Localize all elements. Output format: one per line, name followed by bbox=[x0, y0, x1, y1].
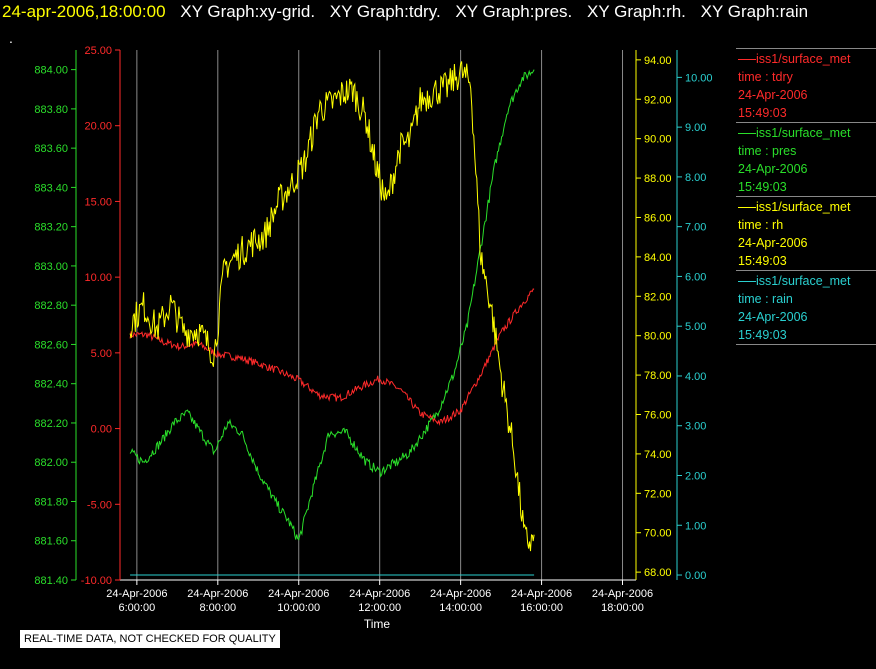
y-tick-label-pres: 883.80 bbox=[34, 104, 68, 116]
y-tick-label-rh: 84.00 bbox=[644, 252, 672, 264]
legend-field: time : tdry bbox=[738, 70, 793, 84]
y-tick-label-rh: 90.00 bbox=[644, 134, 672, 146]
y-tick-label-rain: 4.00 bbox=[685, 371, 706, 383]
graph-title-xy-grid: XY Graph:xy-grid. bbox=[180, 2, 316, 21]
y-tick-label-rh: 88.00 bbox=[644, 173, 672, 185]
y-tick-label-pres: 883.40 bbox=[34, 182, 68, 194]
y-tick-label-tdry: 0.00 bbox=[91, 424, 112, 436]
y-tick-label-rh: 78.00 bbox=[644, 370, 672, 382]
graph-title-rain: XY Graph:rain bbox=[700, 2, 809, 21]
y-tick-label-tdry: -10.00 bbox=[81, 575, 112, 587]
x-axis-title: Time bbox=[363, 617, 391, 631]
y-tick-label-rain: 3.00 bbox=[685, 421, 706, 433]
y-tick-label-pres: 882.00 bbox=[34, 457, 68, 469]
legend-date: 24-Apr-2006 bbox=[738, 162, 808, 176]
y-tick-label-rh: 74.00 bbox=[644, 449, 672, 461]
legend: iss1/surface_met time : tdry 24-Apr-2006… bbox=[736, 48, 876, 345]
legend-field: time : rain bbox=[738, 292, 793, 306]
y-tick-label-pres: 882.20 bbox=[34, 418, 68, 430]
y-tick-label-pres: 881.40 bbox=[34, 575, 68, 587]
y-tick-label-rh: 72.00 bbox=[644, 488, 672, 500]
series-line-rh[interactable] bbox=[129, 61, 535, 552]
y-tick-label-rh: 68.00 bbox=[644, 567, 672, 579]
x-tick-label-time: 8:00:00 bbox=[199, 602, 236, 614]
y-tick-label-rain: 6.00 bbox=[685, 271, 706, 283]
x-tick-label-date: 24-Apr-2006 bbox=[430, 588, 491, 600]
x-tick-label-time: 14:00:00 bbox=[439, 602, 482, 614]
legend-entry-tdry[interactable]: iss1/surface_met time : tdry 24-Apr-2006… bbox=[736, 48, 876, 122]
x-tick-label-time: 6:00:00 bbox=[119, 602, 156, 614]
y-tick-label-rain: 10.00 bbox=[685, 72, 713, 84]
x-tick-label-date: 24-Apr-2006 bbox=[349, 588, 410, 600]
graph-title-pres: XY Graph:pres. bbox=[455, 2, 573, 21]
x-tick-label-date: 24-Apr-2006 bbox=[511, 588, 572, 600]
y-tick-label-rain: 8.00 bbox=[685, 172, 706, 184]
series-line-tdry[interactable] bbox=[129, 288, 535, 427]
y-tick-label-rh: 80.00 bbox=[644, 331, 672, 343]
graph-title-rh: XY Graph:rh. bbox=[587, 2, 686, 21]
y-tick-label-pres: 882.80 bbox=[34, 300, 68, 312]
timestamp: 24-apr-2006,18:00:00 bbox=[2, 2, 166, 21]
y-tick-label-tdry: -5.00 bbox=[87, 499, 112, 511]
x-tick-label-date: 24-Apr-2006 bbox=[187, 588, 248, 600]
legend-time: 15:49:03 bbox=[738, 328, 787, 342]
y-tick-label-rh: 70.00 bbox=[644, 528, 672, 540]
y-tick-label-rh: 82.00 bbox=[644, 291, 672, 303]
y-tick-label-rain: 2.00 bbox=[685, 470, 706, 482]
legend-source: iss1/surface_met bbox=[738, 124, 876, 142]
y-tick-label-rain: 0.00 bbox=[685, 570, 706, 582]
legend-date: 24-Apr-2006 bbox=[738, 236, 808, 250]
y-tick-label-pres: 881.60 bbox=[34, 536, 68, 548]
y-tick-label-rain: 9.00 bbox=[685, 122, 706, 134]
y-tick-label-rain: 1.00 bbox=[685, 520, 706, 532]
y-tick-label-tdry: 10.00 bbox=[84, 272, 112, 284]
status-marker: . bbox=[9, 30, 13, 46]
title-bar: 24-apr-2006,18:00:00 XY Graph:xy-grid. X… bbox=[2, 1, 808, 25]
y-tick-label-rain: 5.00 bbox=[685, 321, 706, 333]
legend-date: 24-Apr-2006 bbox=[738, 88, 808, 102]
legend-time: 15:49:03 bbox=[738, 180, 787, 194]
x-tick-label-time: 16:00:00 bbox=[520, 602, 563, 614]
y-tick-label-rh: 86.00 bbox=[644, 212, 672, 224]
x-tick-label-date: 24-Apr-2006 bbox=[268, 588, 329, 600]
y-tick-label-pres: 882.40 bbox=[34, 379, 68, 391]
y-tick-label-pres: 883.20 bbox=[34, 222, 68, 234]
x-tick-label-time: 10:00:00 bbox=[277, 602, 320, 614]
y-tick-label-pres: 882.60 bbox=[34, 339, 68, 351]
y-tick-label-tdry: 20.00 bbox=[84, 121, 112, 133]
legend-source: iss1/surface_met bbox=[738, 272, 876, 290]
legend-time: 15:49:03 bbox=[738, 106, 787, 120]
legend-source: iss1/surface_met bbox=[738, 50, 876, 68]
legend-entry-rain[interactable]: iss1/surface_met time : rain 24-Apr-2006… bbox=[736, 270, 876, 345]
series-line-pres[interactable] bbox=[129, 69, 535, 541]
quality-disclaimer: REAL-TIME DATA, NOT CHECKED FOR QUALITY bbox=[20, 630, 280, 648]
y-tick-label-rain: 7.00 bbox=[685, 222, 706, 234]
y-tick-label-rh: 92.00 bbox=[644, 94, 672, 106]
legend-entry-rh[interactable]: iss1/surface_met time : rh 24-Apr-2006 1… bbox=[736, 196, 876, 270]
y-tick-label-pres: 883.60 bbox=[34, 143, 68, 155]
y-tick-label-pres: 881.80 bbox=[34, 496, 68, 508]
y-tick-label-rh: 94.00 bbox=[644, 55, 672, 67]
y-tick-label-rh: 76.00 bbox=[644, 409, 672, 421]
graph-title-tdry: XY Graph:tdry. bbox=[329, 2, 441, 21]
x-tick-label-time: 12:00:00 bbox=[358, 602, 401, 614]
y-tick-label-tdry: 25.00 bbox=[84, 45, 112, 57]
legend-field: time : pres bbox=[738, 144, 797, 158]
x-tick-label-date: 24-Apr-2006 bbox=[592, 588, 653, 600]
x-tick-label-time: 18:00:00 bbox=[601, 602, 644, 614]
legend-field: time : rh bbox=[738, 218, 784, 232]
y-tick-label-pres: 883.00 bbox=[34, 261, 68, 273]
legend-time: 15:49:03 bbox=[738, 254, 787, 268]
y-tick-label-tdry: 15.00 bbox=[84, 196, 112, 208]
y-tick-label-pres: 884.00 bbox=[34, 65, 68, 77]
y-tick-label-tdry: 5.00 bbox=[91, 348, 112, 360]
legend-entry-pres[interactable]: iss1/surface_met time : pres 24-Apr-2006… bbox=[736, 122, 876, 196]
legend-source: iss1/surface_met bbox=[738, 198, 876, 216]
legend-date: 24-Apr-2006 bbox=[738, 310, 808, 324]
x-tick-label-date: 24-Apr-2006 bbox=[106, 588, 167, 600]
